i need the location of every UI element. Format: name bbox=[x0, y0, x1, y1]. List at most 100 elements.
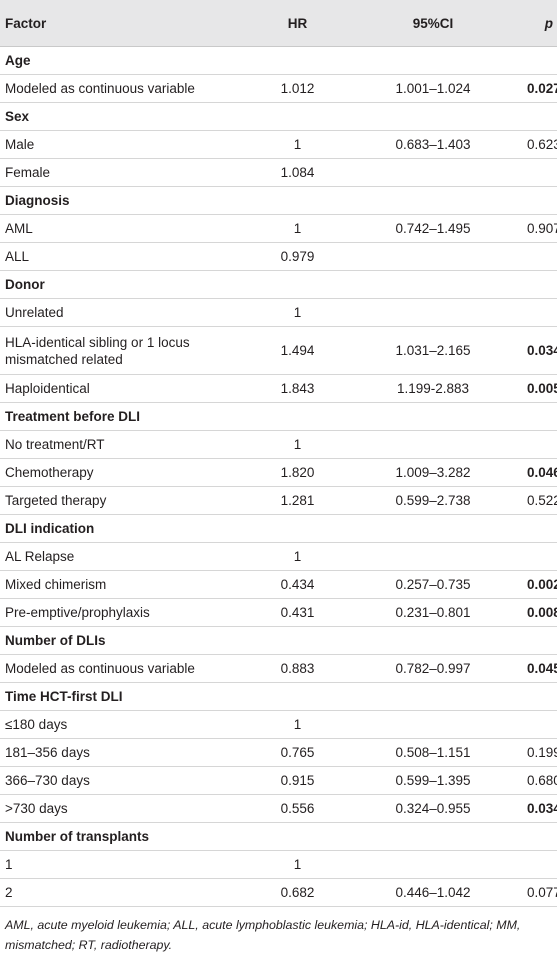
data-row: Modeled as continuous variable 0.883 0.782… bbox=[0, 654, 557, 683]
p-cell bbox=[526, 710, 557, 739]
p-cell: 0.680 bbox=[526, 766, 557, 795]
factor-cell: Modeled as continuous variable bbox=[0, 654, 255, 683]
hr-cell: 0.883 bbox=[255, 654, 340, 683]
section-row: Number of DLIs bbox=[0, 626, 557, 655]
hr-cell: 1.084 bbox=[255, 158, 340, 187]
hr-cell: 0.556 bbox=[255, 794, 340, 823]
ci-cell: 1.199-2.883 bbox=[340, 374, 526, 403]
section-label: Treatment before DLI bbox=[0, 402, 557, 431]
p-cell: 0.077 bbox=[526, 878, 557, 907]
factor-cell: Unrelated bbox=[0, 298, 255, 327]
hr-cell: 1.494 bbox=[255, 326, 340, 375]
factor-cell: Modeled as continuous variable bbox=[0, 74, 255, 103]
section-row: Donor bbox=[0, 270, 557, 299]
table-body: Age Modeled as continuous variable 1.012 1.… bbox=[0, 46, 557, 907]
hr-cell: 0.915 bbox=[255, 766, 340, 795]
ci-cell: 0.742–1.495 bbox=[340, 214, 526, 243]
section-row: Treatment before DLI bbox=[0, 402, 557, 431]
section-label: Donor bbox=[0, 270, 557, 299]
p-cell: 0.199 bbox=[526, 738, 557, 767]
hr-cell: 1 bbox=[255, 850, 340, 879]
factor-cell: Female bbox=[0, 158, 255, 187]
hr-cell: 1 bbox=[255, 710, 340, 739]
hr-cell: 0.431 bbox=[255, 598, 340, 627]
data-row: HLA-identical sibling or 1 locus mismatc… bbox=[0, 326, 557, 375]
ci-cell: 1.009–3.282 bbox=[340, 458, 526, 487]
hr-cell: 1 bbox=[255, 430, 340, 459]
p-cell: 0.034 bbox=[526, 794, 557, 823]
section-row: Time HCT-first DLI bbox=[0, 682, 557, 711]
factor-cell: Mixed chimerism bbox=[0, 570, 255, 599]
factor-cell: ≤180 days bbox=[0, 710, 255, 739]
factor-cell: Targeted therapy bbox=[0, 486, 255, 515]
p-cell: 0.002 bbox=[526, 570, 557, 599]
hr-cell: 1 bbox=[255, 542, 340, 571]
factor-cell: HLA-identical sibling or 1 locus mismatc… bbox=[0, 326, 255, 375]
section-label: Sex bbox=[0, 102, 557, 131]
p-cell bbox=[526, 850, 557, 879]
data-row: ALL 0.979 bbox=[0, 242, 557, 271]
p-cell bbox=[526, 430, 557, 459]
ci-cell: 0.782–0.997 bbox=[340, 654, 526, 683]
factor-cell: 1 bbox=[0, 850, 255, 879]
results-table: Factor HR 95%CI p Age Modeled as continuo… bbox=[0, 0, 557, 907]
ci-cell bbox=[340, 298, 526, 327]
data-row: ≤180 days 1 bbox=[0, 710, 557, 739]
ci-cell bbox=[340, 850, 526, 879]
factor-cell: 366–730 days bbox=[0, 766, 255, 795]
p-cell: 0.623 bbox=[526, 130, 557, 159]
section-label: Number of transplants bbox=[0, 822, 557, 851]
section-label: Diagnosis bbox=[0, 186, 557, 215]
hr-cell: 0.979 bbox=[255, 242, 340, 271]
data-row: Female 1.084 bbox=[0, 158, 557, 187]
header-cell: p bbox=[526, 0, 557, 47]
hr-cell: 1.843 bbox=[255, 374, 340, 403]
p-cell: 0.008 bbox=[526, 598, 557, 627]
p-cell bbox=[526, 542, 557, 571]
p-cell bbox=[526, 242, 557, 271]
ci-cell: 0.508–1.151 bbox=[340, 738, 526, 767]
section-row: Age bbox=[0, 46, 557, 75]
section-row: Sex bbox=[0, 102, 557, 131]
ci-cell: 0.599–2.738 bbox=[340, 486, 526, 515]
p-cell: 0.045 bbox=[526, 654, 557, 683]
ci-cell: 1.031–2.165 bbox=[340, 326, 526, 375]
factor-cell: No treatment/RT bbox=[0, 430, 255, 459]
ci-cell bbox=[340, 430, 526, 459]
section-row: Diagnosis bbox=[0, 186, 557, 215]
section-label: Time HCT-first DLI bbox=[0, 682, 557, 711]
p-cell: 0.027 bbox=[526, 74, 557, 103]
ci-cell bbox=[340, 158, 526, 187]
p-cell bbox=[526, 298, 557, 327]
ci-cell: 0.683–1.403 bbox=[340, 130, 526, 159]
hr-cell: 1 bbox=[255, 298, 340, 327]
section-label: Number of DLIs bbox=[0, 626, 557, 655]
hr-cell: 1.820 bbox=[255, 458, 340, 487]
ci-cell: 0.324–0.955 bbox=[340, 794, 526, 823]
footnote: AML, acute myeloid leukemia; ALL, acute … bbox=[5, 918, 521, 952]
section-row: DLI indication bbox=[0, 514, 557, 543]
data-row: AL Relapse 1 bbox=[0, 542, 557, 571]
data-row: Modeled as continuous variable 1.012 1.001… bbox=[0, 74, 557, 103]
factor-cell: >730 days bbox=[0, 794, 255, 823]
header-cell: Factor bbox=[0, 0, 255, 47]
hr-cell: 1 bbox=[255, 130, 340, 159]
ci-cell bbox=[340, 542, 526, 571]
factor-cell: Chemotherapy bbox=[0, 458, 255, 487]
p-cell bbox=[526, 158, 557, 187]
factor-cell: 2 bbox=[0, 878, 255, 907]
p-cell: 0.907 bbox=[526, 214, 557, 243]
p-cell: 0.034 bbox=[526, 326, 557, 375]
ci-cell: 0.257–0.735 bbox=[340, 570, 526, 599]
